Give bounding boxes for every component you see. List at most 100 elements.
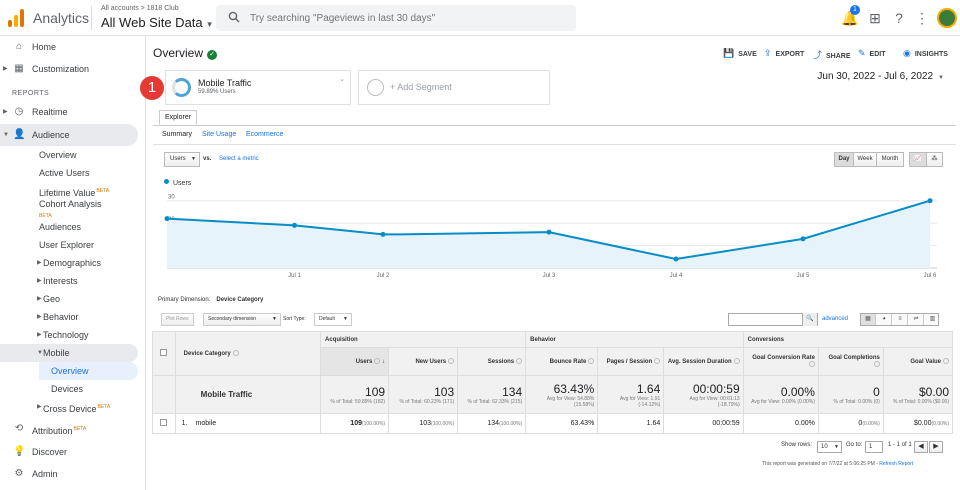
apps-grid-icon[interactable]: ⊞: [869, 10, 881, 26]
sidebar-selected-highlight: [39, 362, 138, 380]
chevron-down-icon[interactable]: ⌄: [339, 76, 345, 83]
table-column-header: Users ↓ New Users Sessions Bounce Rate P…: [153, 347, 954, 376]
col-new-users[interactable]: New Users: [388, 347, 459, 376]
col-pages-session[interactable]: Pages / Session: [597, 347, 665, 376]
date-range-picker[interactable]: Jun 30, 2022 - Jul 6, 2022 ▼: [817, 71, 944, 82]
view-selector[interactable]: All Web Site Data ▼: [101, 15, 214, 30]
next-page-icon[interactable]: ▶: [929, 441, 943, 453]
share-button[interactable]: ⤴ SHARE: [813, 50, 851, 60]
sidebar-geo[interactable]: ▶ Geo: [37, 290, 60, 308]
search-input[interactable]: [250, 9, 560, 27]
data-point: [546, 229, 552, 235]
motion-chart-icon[interactable]: ⁂: [927, 153, 942, 166]
group-acquisition: Acquisition: [320, 331, 527, 348]
cell-users: 109(100.00%): [320, 413, 390, 434]
period-week-button[interactable]: Week: [854, 153, 877, 166]
sidebar-mobile[interactable]: ▼ Mobile: [0, 344, 138, 362]
cell-bounce-rate: 63.43%: [525, 413, 599, 434]
col-users[interactable]: Users ↓: [320, 347, 390, 376]
sidebar-demographics[interactable]: ▶ Demographics: [37, 254, 101, 272]
period-day-button[interactable]: Day: [835, 153, 854, 166]
notifications-bell-icon[interactable]: 🔔 1: [841, 5, 860, 26]
pie-view-icon[interactable]: ◕: [877, 314, 892, 325]
sidebar-behavior[interactable]: ▶ Behavior: [37, 308, 79, 326]
select-metric-link[interactable]: Select a metric: [219, 156, 259, 162]
subtab-site-usage[interactable]: Site Usage: [202, 131, 237, 138]
advanced-filter-link[interactable]: advanced: [822, 316, 849, 322]
more-vert-icon[interactable]: ⋮: [915, 10, 929, 26]
help-icon: [873, 361, 880, 367]
search-bar[interactable]: [216, 5, 576, 31]
segment-mobile-traffic[interactable]: Mobile Traffic 59.89% Users ⌄: [165, 70, 351, 105]
export-button[interactable]: ⇪ EXPORT: [764, 48, 805, 58]
sidebar-cross-device[interactable]: ▶ Cross DeviceBETA: [37, 398, 110, 416]
expand-arrow-icon: ▶: [37, 278, 42, 284]
col-avg-session-duration[interactable]: Avg. Session Duration: [663, 347, 744, 376]
prev-page-icon[interactable]: ◀: [914, 441, 928, 453]
comparison-view-icon[interactable]: ⇌: [909, 314, 924, 325]
show-rows-label: Show rows:: [781, 442, 813, 448]
pivot-view-icon[interactable]: ▥: [929, 316, 936, 322]
insights-button[interactable]: ◉ INSIGHTS: [903, 48, 948, 58]
sidebar-mobile-devices[interactable]: Devices: [51, 384, 84, 394]
sidebar-item-customization[interactable]: ▶ ▦ Customization: [0, 58, 138, 80]
cell-pages-session: 1.64: [597, 413, 665, 434]
sidebar-item-discover[interactable]: 💡 Discover: [0, 441, 138, 463]
save-button[interactable]: 💾 SAVE: [723, 48, 757, 58]
subtab-ecommerce[interactable]: Ecommerce: [246, 131, 284, 138]
metric-select[interactable]: Users ▼: [164, 152, 200, 167]
performance-view-icon[interactable]: ≡: [893, 314, 908, 325]
row-dimension-link[interactable]: mobile: [195, 420, 217, 427]
show-rows-select[interactable]: 10 ▼: [817, 441, 842, 453]
col-goal-value[interactable]: Goal Value: [882, 347, 954, 376]
table-view-icon[interactable]: ▦: [861, 314, 876, 325]
sidebar-item-realtime[interactable]: ▶ ◷ Realtime: [0, 101, 138, 123]
total-cell: 63.43% Avg for View: 54.88% (15.58%): [525, 375, 599, 414]
edit-button[interactable]: ✎ EDIT: [858, 48, 886, 58]
sidebar-cohort-analysis[interactable]: Cohort Analysis BETA: [39, 199, 102, 219]
sidebar-technology[interactable]: ▶ Technology: [37, 326, 89, 344]
table-group-header: Device Category Acquisition Behavior Con…: [152, 331, 954, 376]
tab-explorer[interactable]: Explorer: [159, 110, 198, 125]
add-segment-button[interactable]: + Add Segment: [358, 70, 550, 105]
sidebar-lifetime-value[interactable]: Lifetime ValueBETA: [39, 188, 110, 198]
sidebar-item-admin[interactable]: ⚙ Admin: [0, 463, 138, 485]
table-search-input[interactable]: [728, 313, 818, 326]
row-checkbox-cell: [152, 413, 176, 434]
cell-new-users: 103(100.00%): [388, 413, 459, 434]
col-bounce-rate[interactable]: Bounce Rate: [525, 347, 599, 376]
subtab-summary[interactable]: Summary: [162, 131, 192, 138]
sidebar-item-attribution[interactable]: ⟲ AttributionBETA: [0, 418, 138, 440]
goto-input[interactable]: 1: [865, 441, 883, 453]
col-device-category[interactable]: Device Category: [174, 331, 322, 376]
sort-type-select[interactable]: Default ▼: [314, 313, 352, 326]
sidebar: ⌂ Home ▶ ▦ Customization REPORTS ▶ ◷ Realtime…: [0, 36, 146, 490]
plot-rows-button[interactable]: Plot Rows: [161, 313, 194, 326]
sidebar-interests[interactable]: ▶ Interests: [37, 272, 78, 290]
account-breadcrumb[interactable]: All accounts > 1818 Club: [101, 5, 179, 12]
help-icon[interactable]: ?: [895, 10, 903, 26]
sidebar-active-users[interactable]: Active Users: [39, 168, 90, 178]
refresh-report-link[interactable]: Refresh Report: [879, 461, 914, 467]
secondary-dimension-select[interactable]: Secondary dimension ▼: [203, 313, 281, 326]
collapse-arrow-icon: ▼: [37, 350, 43, 356]
line-chart-icon[interactable]: 📈: [910, 153, 927, 166]
row-checkbox[interactable]: [160, 419, 168, 426]
analytics-logo-icon[interactable]: [8, 9, 26, 27]
sidebar-audience-overview[interactable]: Overview: [39, 150, 77, 160]
sidebar-item-home[interactable]: ⌂ Home: [0, 36, 138, 58]
sidebar-audiences[interactable]: Audiences: [39, 222, 82, 232]
sidebar-mobile-overview[interactable]: Overview: [51, 366, 89, 376]
col-goal-conversion-rate[interactable]: Goal Conversion Rate: [742, 347, 819, 376]
period-month-button[interactable]: Month: [877, 153, 903, 166]
select-all-checkbox[interactable]: [160, 349, 168, 356]
sidebar-user-explorer[interactable]: User Explorer: [39, 240, 95, 250]
expand-arrow-icon: ▶: [37, 314, 42, 320]
avatar[interactable]: [937, 8, 957, 28]
search-icon[interactable]: 🔍: [802, 313, 817, 326]
sidebar-item-audience[interactable]: ▼ 👤 Audience: [0, 124, 138, 146]
caret-down-icon: ▼: [272, 316, 277, 322]
divider: [91, 6, 92, 30]
col-goal-completions[interactable]: Goal Completions: [817, 347, 884, 376]
col-sessions[interactable]: Sessions: [457, 347, 527, 376]
